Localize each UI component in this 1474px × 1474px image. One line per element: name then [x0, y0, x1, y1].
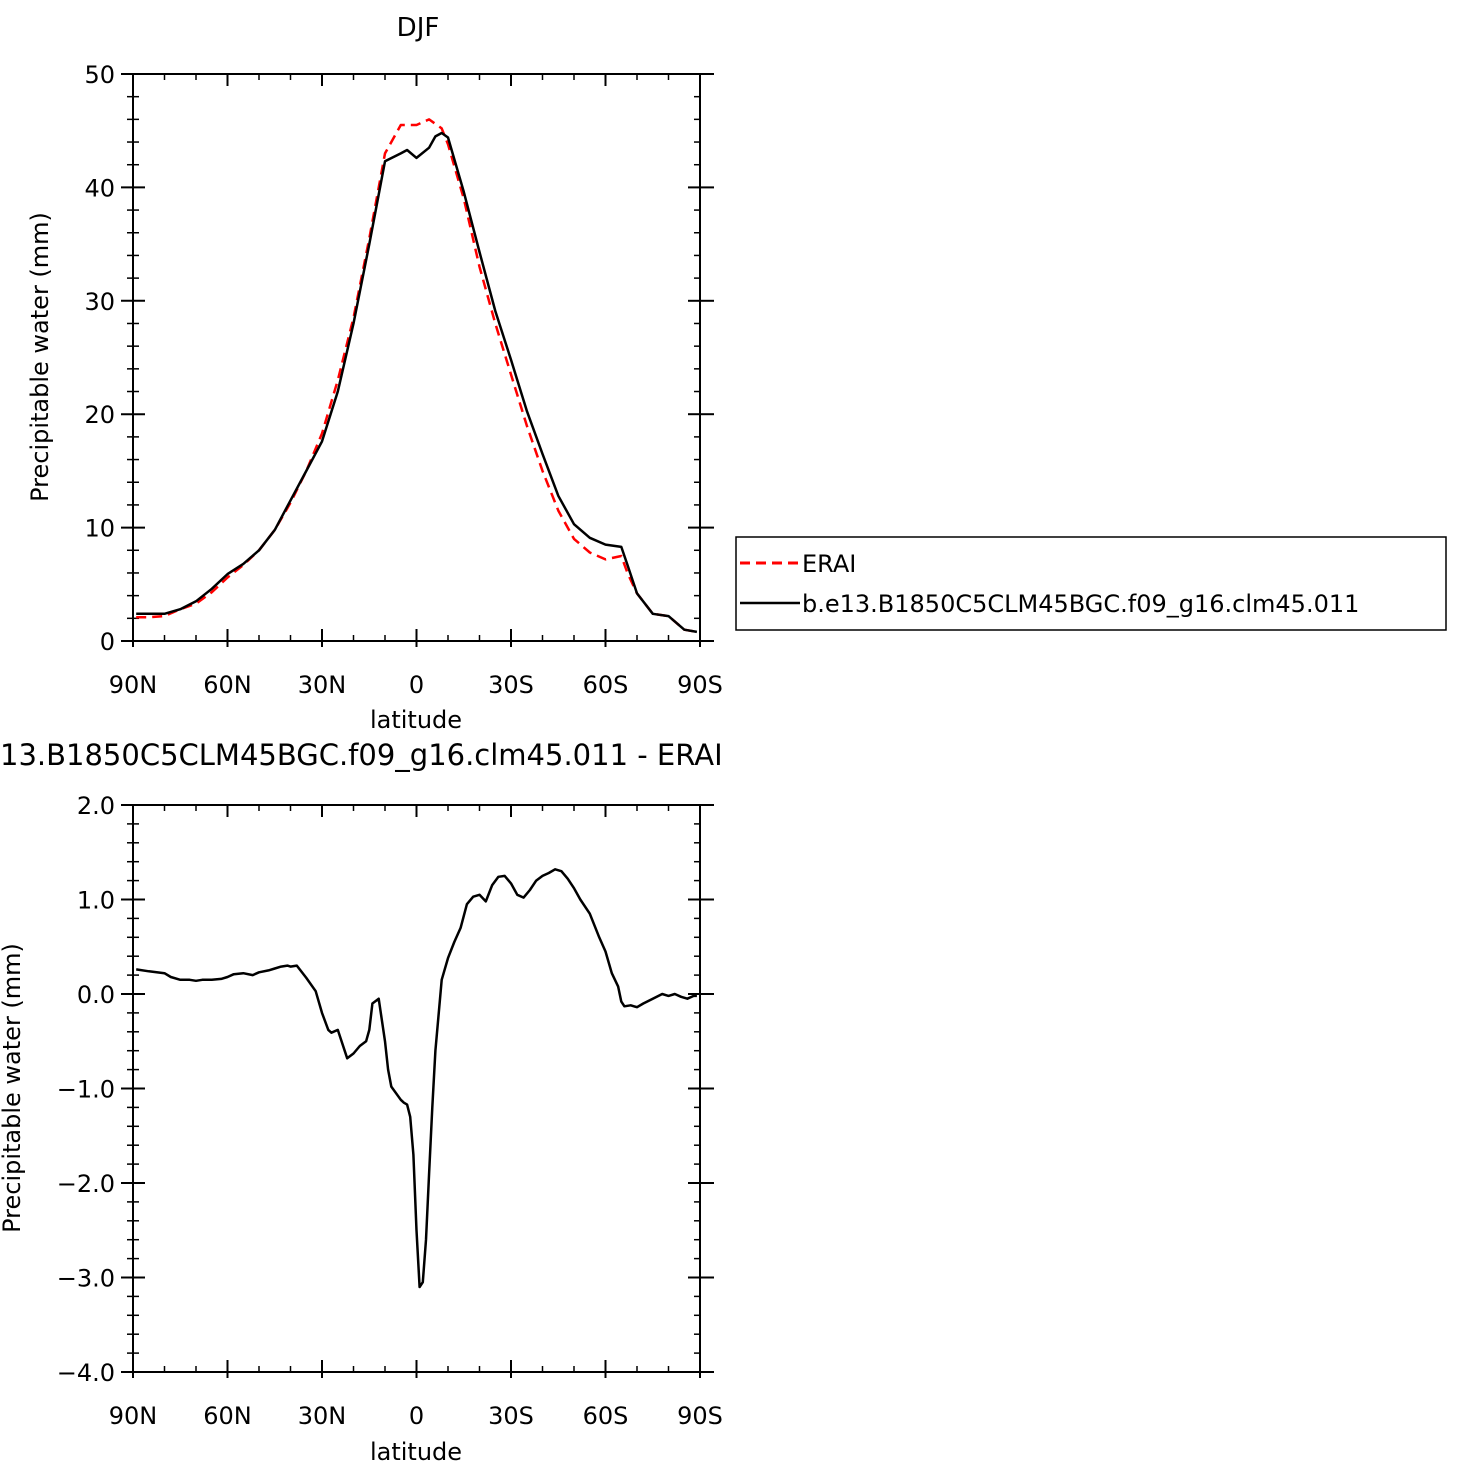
x-tick-label: 60N [203, 671, 252, 699]
legend: ERAI b.e13.B1850C5CLM45BGC.f09_g16.clm45… [735, 536, 1447, 631]
x-tick-label: 30S [488, 671, 534, 699]
x-tick-label: 0 [409, 1402, 424, 1430]
y-tick-labels: 0 10 20 30 40 50 [84, 61, 115, 656]
series-group [136, 118, 698, 634]
y-axis-label: Precipitable water (mm) [26, 212, 54, 502]
x-tick-label: 60N [203, 1402, 252, 1430]
chart-title: DJF [397, 13, 440, 43]
x-tick-label: 60S [583, 671, 629, 699]
x-tick-labels: 90N 60N 30N 0 30S 60S 90S [109, 1402, 723, 1430]
x-tick-label: 0 [409, 671, 424, 699]
y-tick-label: 50 [84, 61, 115, 89]
series-group [136, 868, 697, 1289]
legend-label-model: b.e13.B1850C5CLM45BGC.f09_g16.clm45.011 [802, 590, 1359, 618]
y-tick-label: 1.0 [77, 887, 115, 915]
y-axis-label: Precipitable water (mm) [0, 943, 26, 1233]
y-tick-label: 40 [84, 174, 115, 202]
precipitable-water-panel: DJF 90N 60N 30N 0 30S 60S 90S 0 10 20 30 40 50 lati… [26, 13, 723, 734]
series-line-model [136, 131, 698, 634]
series-line-difference [136, 868, 697, 1289]
chart-title: 13.B1850C5CLM45BGC.f09_g16.clm45.011 - E… [0, 738, 723, 772]
axis-ticks [121, 804, 714, 1378]
y-tick-label: 0 [100, 628, 115, 656]
y-tick-label: −4.0 [57, 1359, 115, 1387]
x-tick-label: 30N [298, 1402, 347, 1430]
plot-frame [132, 804, 701, 1373]
x-axis-label: latitude [370, 1438, 462, 1466]
axis-ticks [121, 73, 714, 647]
y-tick-labels: 2.0 1.0 0.0 −1.0 −2.0 −3.0 −4.0 [57, 792, 115, 1387]
y-tick-label: 20 [84, 401, 115, 429]
x-tick-label: 90N [109, 1402, 158, 1430]
y-tick-label: 30 [84, 288, 115, 316]
x-tick-label: 90S [677, 1402, 723, 1430]
x-tick-label: 90N [109, 671, 158, 699]
legend-label-erai: ERAI [802, 550, 856, 578]
x-tick-label: 60S [583, 1402, 629, 1430]
y-tick-label: 10 [84, 515, 115, 543]
x-tick-label: 30N [298, 671, 347, 699]
x-axis-label: latitude [370, 706, 462, 734]
y-tick-label: −3.0 [57, 1265, 115, 1293]
y-tick-label: −1.0 [57, 1076, 115, 1104]
difference-panel: 13.B1850C5CLM45BGC.f09_g16.clm45.011 - E… [0, 738, 723, 1466]
series-line-erai [136, 118, 698, 634]
y-tick-label: −2.0 [57, 1170, 115, 1198]
x-tick-label: 30S [488, 1402, 534, 1430]
x-tick-labels: 90N 60N 30N 0 30S 60S 90S [109, 671, 723, 699]
legend-box [735, 536, 1447, 631]
y-tick-label: 2.0 [77, 792, 115, 820]
y-tick-label: 0.0 [77, 981, 115, 1009]
x-tick-label: 90S [677, 671, 723, 699]
